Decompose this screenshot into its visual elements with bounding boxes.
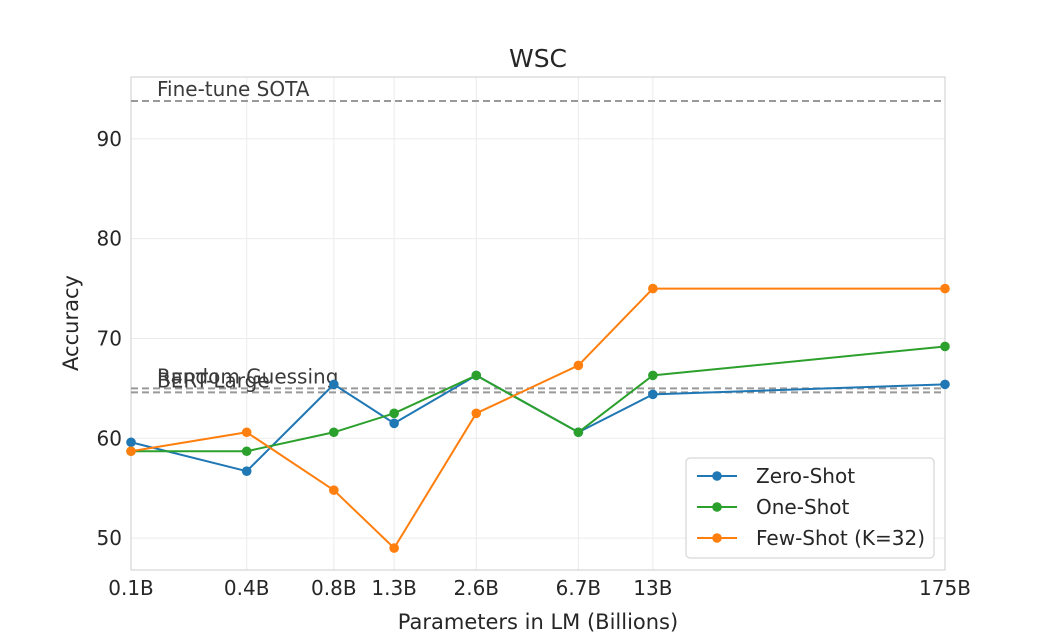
chart-title: WSC [509,44,567,73]
data-point [940,379,950,390]
data-point [329,485,339,495]
legend-label: One-Shot [756,495,850,519]
data-point [329,379,339,390]
data-point [241,427,252,438]
legend-label: Zero-Shot [756,464,855,488]
series-line [131,345,946,453]
data-point [573,360,584,371]
data-point [940,341,950,352]
y-axis-label: Accuracy [59,275,83,371]
data-point [389,543,399,553]
x-tick-label: 0.8B [311,576,357,600]
series-layer [126,283,950,553]
legend-marker [712,471,722,481]
legend-entry: Zero-Shot [697,464,855,488]
data-point [241,466,252,477]
x-tick-label: 13B [633,576,672,600]
data-point [471,408,482,419]
data-point [126,446,136,457]
x-tick-label: 6.7B [556,576,602,600]
x-tick-label: 2.6B [453,576,499,600]
legend-label: Few-Shot (K=32) [756,526,925,550]
legend-entry: One-Shot [697,495,850,519]
data-point [648,389,658,400]
y-tick-label: 70 [97,326,122,350]
data-point [648,283,658,294]
data-point [389,408,399,419]
legend-marker [712,533,722,543]
x-tick-label: 0.4B [224,576,270,600]
series-few-shot-k-32 [126,283,950,553]
legend: Zero-Shot One-Shot Few-Shot (K=32) [685,457,935,559]
series-line [130,287,945,550]
y-tick-label: 90 [97,127,122,151]
data-point [471,370,482,381]
reference-line-label: BERT-Large [157,368,270,392]
y-tick-label: 50 [97,526,122,550]
data-point [126,437,136,448]
data-point [329,427,339,438]
reference-line-label: Random Guessing [157,364,338,388]
x-tick-label: 1.3B [371,576,417,600]
series-line [130,374,946,473]
x-tick-label: 175B [919,576,971,600]
data-point [573,427,584,438]
legend-marker [712,502,722,512]
grid-layer [130,77,946,570]
data-point [389,418,399,429]
data-point [241,446,252,457]
x-tick-label: 0.1B [108,576,154,600]
reference-line-label: Fine-tune SOTA [157,77,310,101]
y-tick-label: 80 [97,227,122,251]
plot-frame [130,76,946,571]
tick-labels: 50 60 70 80 90 0.1B 0.4B 0.8B 1.3B 2.6B 6.7B 13B 175… [97,127,971,600]
legend-entry: Few-Shot (K=32) [697,526,925,550]
data-point [648,370,658,381]
data-point [940,283,950,294]
y-tick-label: 60 [97,426,122,450]
x-axis-label: Parameters in LM (Billions) [398,610,678,634]
legend-box [685,457,935,559]
